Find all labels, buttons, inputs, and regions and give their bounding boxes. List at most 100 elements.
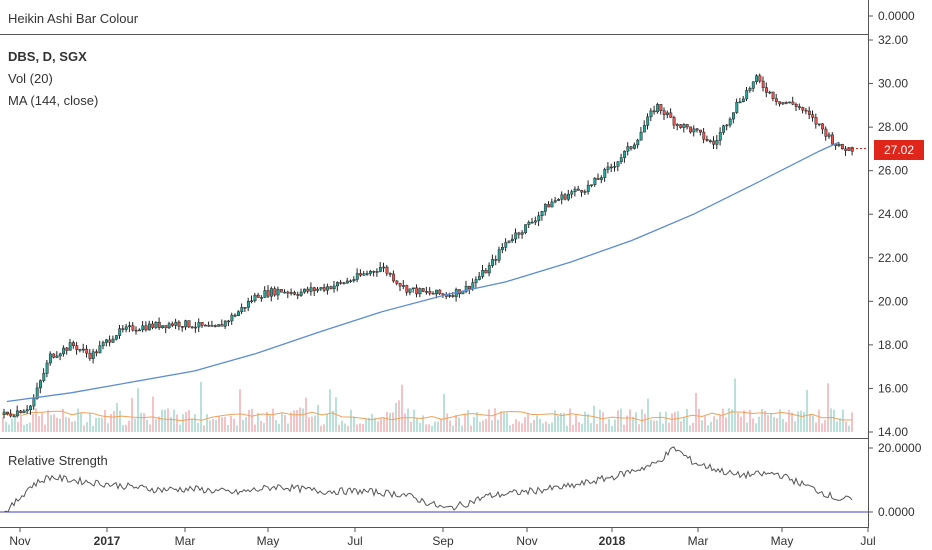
candle-body [322, 287, 326, 291]
candle-body [547, 204, 551, 208]
candle-body [600, 177, 603, 180]
candle-body [75, 345, 79, 351]
candle-body [392, 273, 396, 282]
volume-bar [770, 413, 772, 432]
volume-bar [809, 414, 811, 432]
candle-body [194, 326, 198, 329]
candle-body [758, 75, 762, 82]
volume-bar [134, 418, 136, 432]
volume-bar [128, 420, 130, 432]
candle-body [477, 276, 481, 280]
candle-body [712, 140, 716, 145]
candle-body [474, 279, 478, 283]
volume-bar [560, 413, 562, 432]
ma-indicator-label[interactable]: MA (144, close) [8, 93, 99, 108]
volume-bar [389, 412, 391, 432]
volume-bar [113, 411, 115, 432]
volume-bar [116, 403, 118, 432]
volume-bar [632, 416, 634, 432]
candle-body [174, 321, 178, 326]
candle-body [114, 335, 118, 340]
candle-body [39, 380, 42, 389]
candle-body [633, 144, 636, 149]
candle-body [781, 102, 785, 105]
volume-bar [224, 416, 226, 432]
candle-body [52, 353, 56, 358]
candle-body [345, 280, 349, 284]
volume-bar [341, 420, 343, 432]
last-price-badge: 27.02 [874, 140, 924, 160]
candle-body [270, 288, 273, 297]
volume-bar [251, 408, 253, 432]
candle-body [649, 110, 653, 118]
volume-bar [89, 412, 91, 432]
candle-body [19, 410, 23, 414]
candle-body [217, 324, 221, 327]
volume-bar [692, 422, 694, 432]
candle-body [629, 146, 633, 149]
rs-panel-title[interactable]: Relative Strength [8, 453, 108, 468]
volume-bar [605, 423, 607, 432]
candle-body [105, 339, 108, 343]
volume-bar [107, 423, 109, 432]
volume-bar [734, 378, 736, 432]
candle-body [15, 410, 19, 417]
volume-bar [494, 408, 496, 432]
candle-body [844, 148, 848, 151]
candle-body [811, 114, 815, 118]
volume-bar [332, 410, 334, 432]
volume-bar [74, 421, 76, 432]
candle-body [550, 201, 554, 208]
volume-bar [41, 412, 43, 432]
candle-body [352, 279, 356, 282]
volume-bar [602, 412, 604, 432]
volume-bar [5, 421, 7, 432]
candle-body [6, 411, 9, 415]
volume-bar [728, 408, 730, 432]
volume-bar [104, 409, 106, 432]
volume-indicator-label[interactable]: Vol (20) [8, 71, 53, 86]
volume-bar [446, 413, 448, 432]
candle-body [250, 300, 254, 302]
volume-bar [773, 417, 775, 432]
volume-bar [191, 419, 193, 432]
rs-axis-label-0: 20.0000 [878, 441, 922, 455]
volume-bar [44, 424, 46, 432]
volume-bar [323, 424, 325, 432]
volume-bar [515, 419, 517, 432]
volume-bar [593, 405, 595, 432]
volume-bar [197, 422, 199, 432]
candle-body [560, 194, 564, 200]
candle-body [147, 323, 151, 331]
volume-bar [383, 417, 385, 432]
time-axis-label-5: Sep [432, 534, 454, 548]
candle-body [243, 307, 247, 309]
volume-bar [599, 409, 601, 432]
volume-bar [95, 418, 97, 432]
volume-bar [233, 418, 235, 432]
volume-bar [665, 411, 667, 432]
volume-bar [497, 419, 499, 432]
volume-bar [713, 416, 715, 432]
candle-body [111, 338, 115, 343]
candle-body [850, 147, 854, 152]
time-axis-label-9: May [771, 534, 794, 548]
volume-bar [710, 421, 712, 432]
candle-body [246, 300, 250, 308]
candle-body [22, 410, 26, 414]
volume-bar [533, 420, 535, 432]
candle-body [586, 184, 590, 192]
time-axis-label-7: 2018 [599, 534, 626, 548]
volume-bar [482, 420, 484, 432]
candle-body [471, 282, 475, 290]
candle-body [514, 232, 518, 240]
volume-bar [131, 398, 133, 432]
volume-bar [662, 423, 664, 432]
indicator-title[interactable]: Heikin Ashi Bar Colour [8, 11, 139, 26]
symbol-label[interactable]: DBS, D, SGX [8, 49, 87, 64]
candle-body [121, 328, 125, 330]
volume-bar [2, 417, 4, 432]
volume-bar [578, 422, 580, 432]
candle-body [652, 110, 656, 113]
